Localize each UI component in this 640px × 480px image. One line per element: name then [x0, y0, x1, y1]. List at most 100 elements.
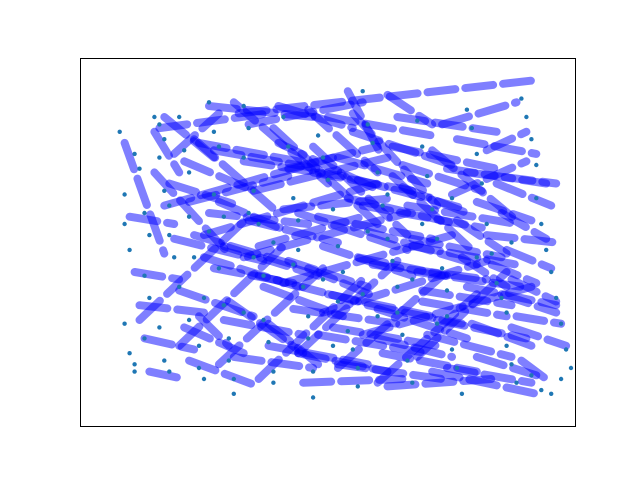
scatter-point: [301, 285, 305, 289]
scatter-point: [366, 122, 370, 126]
scatter-point: [162, 358, 166, 362]
scatter-point: [157, 122, 161, 126]
scatter-point: [127, 248, 131, 252]
scatter-point: [306, 336, 310, 340]
scatter-point: [132, 152, 136, 156]
scatter-point: [147, 296, 151, 300]
scatter-point: [356, 384, 360, 388]
scatter-point: [167, 203, 171, 207]
scatter-point: [207, 229, 211, 233]
scatter-point: [132, 369, 136, 373]
scatter-point: [271, 381, 275, 385]
scatter-point: [509, 240, 513, 244]
scatter-point: [242, 310, 246, 314]
scatter-point: [212, 192, 216, 196]
scatter-point: [420, 222, 424, 226]
scatter-point: [132, 362, 136, 366]
scatter-point: [549, 392, 553, 396]
scatter-point: [142, 274, 146, 278]
scatter-point: [470, 126, 474, 130]
scatter-point: [167, 369, 171, 373]
scatter-point: [202, 377, 206, 381]
scatter-point: [242, 104, 246, 108]
scatter-point: [499, 296, 503, 300]
scatter-point: [425, 174, 429, 178]
scatter-point: [142, 211, 146, 215]
scatter-point: [569, 366, 573, 370]
scatter-point: [217, 266, 221, 270]
scatter-point: [182, 148, 186, 152]
scatter-point: [266, 340, 270, 344]
scatter-point: [400, 333, 404, 337]
scatter-point: [122, 222, 126, 226]
scatter-point: [227, 358, 231, 362]
scatter-point: [261, 318, 265, 322]
scatter-point: [232, 377, 236, 381]
scatter-point: [336, 244, 340, 248]
scatter-point: [311, 369, 315, 373]
scatter-point: [331, 207, 335, 211]
scatter-point: [395, 285, 399, 289]
scatter-point: [465, 108, 469, 112]
scatter-point: [410, 381, 414, 385]
scatter-point: [385, 237, 389, 241]
scatter-point: [529, 373, 533, 377]
scatter-point: [475, 255, 479, 259]
scatter-point: [127, 351, 131, 355]
scatter-point: [539, 222, 543, 226]
scatter-point: [445, 314, 449, 318]
scatter-point: [306, 314, 310, 318]
scatter-point: [375, 170, 379, 174]
scatter-point: [296, 218, 300, 222]
scatter-point: [331, 344, 335, 348]
scatter-point: [187, 215, 191, 219]
scatter-point: [321, 277, 325, 281]
scatter-point: [504, 310, 508, 314]
scatter-point: [207, 100, 211, 104]
scatter-point: [291, 262, 295, 266]
scatter-point: [251, 189, 255, 193]
scatter-point: [485, 222, 489, 226]
scatter-point: [202, 296, 206, 300]
scatter-point: [440, 266, 444, 270]
scatter-point: [296, 248, 300, 252]
scatter-point: [346, 329, 350, 333]
scatter-point: [336, 299, 340, 303]
scatter-point: [316, 133, 320, 137]
scatter-point: [380, 203, 384, 207]
scatter-point: [410, 277, 414, 281]
scatter-point: [286, 144, 290, 148]
scatter-point: [361, 89, 365, 93]
scatter-point: [326, 178, 330, 182]
scatter-point: [514, 381, 518, 385]
scatter-point: [222, 303, 226, 307]
scatter-point: [390, 259, 394, 263]
scatter-point: [509, 362, 513, 366]
scatter-point: [187, 318, 191, 322]
scatter-point: [450, 347, 454, 351]
scatter-point: [137, 167, 141, 171]
scatter-point: [519, 96, 523, 100]
scatter-point: [212, 130, 216, 134]
scatter-point: [232, 392, 236, 396]
scatter-point: [460, 392, 464, 396]
scatter-point: [534, 196, 538, 200]
scatter-point: [420, 144, 424, 148]
dashed-segment: [303, 379, 402, 383]
scatter-point: [475, 152, 479, 156]
scatter-point: [122, 322, 126, 326]
scatter-point: [490, 251, 494, 255]
scatter-point: [152, 115, 156, 119]
scatter-point: [455, 366, 459, 370]
scatter-point: [197, 366, 201, 370]
scatter-point: [395, 310, 399, 314]
scatter-point: [341, 270, 345, 274]
scatter-point: [405, 358, 409, 362]
scatter-point: [534, 163, 538, 167]
scatter-point: [157, 325, 161, 329]
scatter-point: [480, 181, 484, 185]
scatter-point: [435, 237, 439, 241]
scatter-point: [222, 215, 226, 219]
